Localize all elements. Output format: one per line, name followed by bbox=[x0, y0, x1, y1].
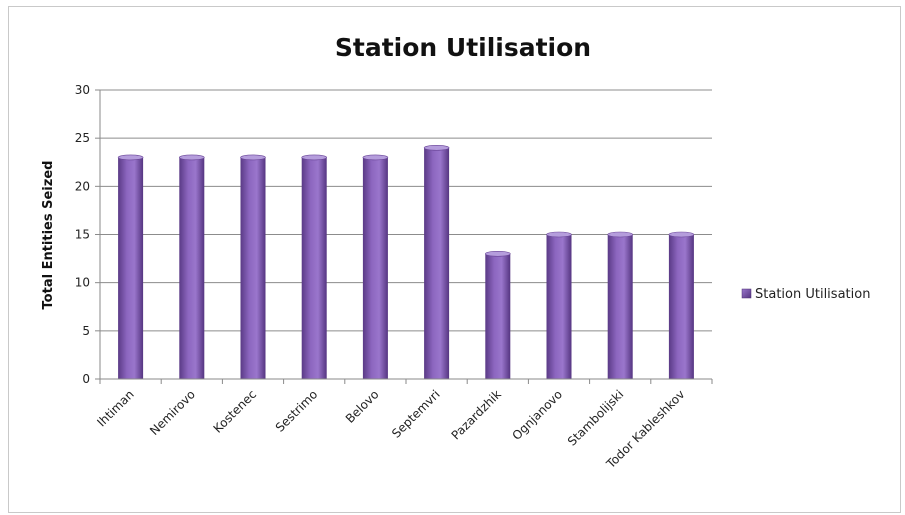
x-tick-label: Ihtiman bbox=[94, 387, 136, 429]
y-tick-label: 5 bbox=[82, 324, 90, 338]
chart-title: Station Utilisation bbox=[335, 33, 591, 62]
y-axis-ticks: 0 5 10 15 20 25 30 bbox=[75, 83, 100, 386]
y-tick-label: 20 bbox=[75, 179, 90, 193]
y-tick-label: 25 bbox=[75, 131, 90, 145]
bar bbox=[668, 234, 694, 379]
bar bbox=[424, 147, 450, 379]
legend-label: Station Utilisation bbox=[755, 287, 870, 302]
x-tick-label: Kostenec bbox=[211, 387, 259, 435]
x-tick-label: Stambolijski bbox=[565, 387, 626, 448]
x-tick-label: Septemvri bbox=[389, 387, 443, 441]
bar-cap bbox=[301, 154, 328, 161]
x-tick-label: Nemirovo bbox=[147, 387, 198, 438]
x-tick-label: Belovo bbox=[343, 387, 382, 426]
bar-cap bbox=[117, 154, 144, 161]
bar bbox=[546, 234, 572, 379]
y-tick-label: 30 bbox=[75, 83, 90, 97]
y-tick-label: 0 bbox=[82, 372, 90, 386]
bar-cap bbox=[179, 154, 205, 161]
bar bbox=[362, 157, 388, 379]
bar-cap bbox=[362, 154, 389, 161]
bar-cap bbox=[607, 231, 634, 238]
x-tick-label: Sestrimo bbox=[273, 387, 321, 435]
bar-cap bbox=[484, 250, 511, 257]
bar bbox=[607, 234, 633, 379]
legend: Station Utilisation bbox=[741, 287, 870, 302]
y-tick-label: 10 bbox=[75, 276, 90, 290]
bar bbox=[485, 253, 511, 379]
x-tick-label: Pazardzhik bbox=[449, 387, 504, 442]
bar bbox=[118, 157, 144, 379]
bar bbox=[240, 157, 266, 379]
bar-cap bbox=[546, 231, 572, 238]
bar-cap bbox=[668, 231, 695, 238]
bar-cap bbox=[423, 145, 450, 151]
y-tick-label: 15 bbox=[75, 228, 90, 242]
x-tick-label: Ognjanovo bbox=[509, 387, 565, 443]
bar-cap bbox=[240, 154, 266, 161]
bar bbox=[179, 157, 205, 379]
legend-swatch bbox=[741, 288, 752, 299]
y-axis-label: Total Entities Seized bbox=[41, 161, 56, 310]
bar bbox=[301, 157, 327, 379]
bars bbox=[117, 145, 695, 379]
x-axis-tick-labels: Ihtiman Nemirovo Kostenec Sestrimo Belovo Sep… bbox=[94, 379, 713, 472]
